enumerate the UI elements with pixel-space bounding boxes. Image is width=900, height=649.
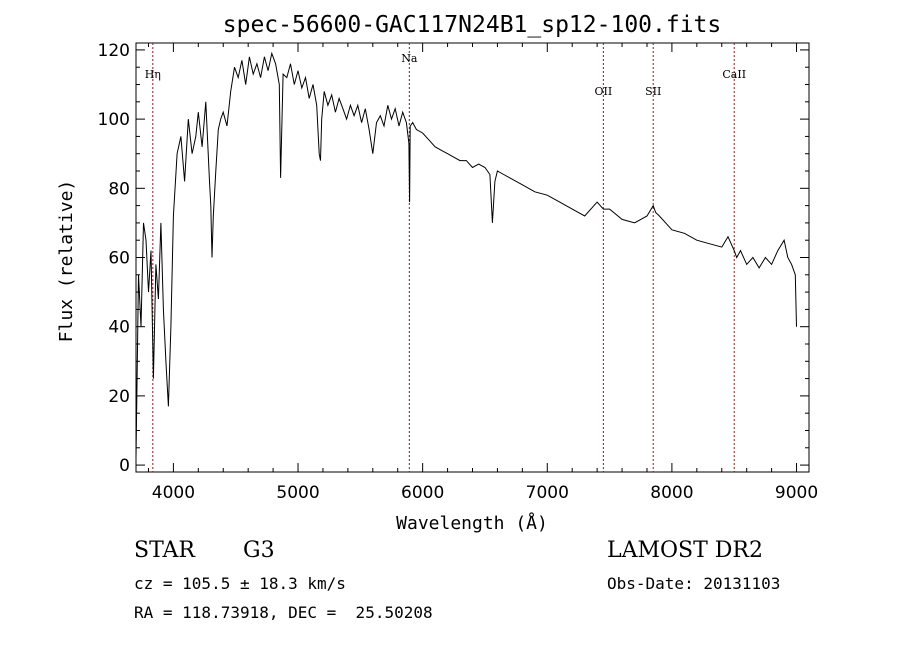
spectral-line-markers: Hη Na OII SII CaII <box>145 43 746 472</box>
coordinates-text: RA = 118.73918, DEC = 25.50208 <box>134 603 433 622</box>
subclass-label: G3 <box>243 538 275 563</box>
spectral-line-label: OII <box>595 85 613 98</box>
y-tick-label: 80 <box>108 179 130 199</box>
spectrum-series-line <box>135 51 797 459</box>
plot-frame <box>135 42 810 473</box>
y-axis-label: Flux (relative) <box>56 180 77 343</box>
class-label: STAR <box>134 538 195 563</box>
y-tick-label: 100 <box>98 110 130 130</box>
x-tick-label: 4000 <box>152 483 195 503</box>
x-tick-label: 8000 <box>650 483 693 503</box>
chart-title: spec-56600-GAC117N24B1_sp12-100.fits <box>223 12 722 38</box>
spectral-line-label: Hη <box>145 68 161 81</box>
x-tick-label: 9000 <box>775 483 818 503</box>
x-tick-label: 7000 <box>526 483 569 503</box>
y-tick-label: 20 <box>108 387 130 407</box>
spectral-line-label: CaII <box>722 68 746 81</box>
y-tick-label: 120 <box>98 41 130 61</box>
survey-label: LAMOST DR2 <box>607 538 763 563</box>
spectral-line-label: SII <box>645 85 661 98</box>
redshift-text: cz = 105.5 ± 18.3 km/s <box>134 574 346 593</box>
x-tick-label: 5000 <box>276 483 319 503</box>
axis-ticks: 4000 5000 6000 7000 8000 9000 0 20 40 60 80 100 120 <box>98 41 819 503</box>
spectral-line-label: Na <box>401 52 418 65</box>
y-tick-label: 40 <box>108 318 130 338</box>
y-tick-label: 0 <box>119 456 130 476</box>
y-tick-label: 60 <box>108 249 130 269</box>
obs-date-text: Obs-Date: 20131103 <box>607 574 781 593</box>
x-tick-label: 6000 <box>401 483 444 503</box>
x-axis-label: Wavelength (Å) <box>396 512 548 534</box>
